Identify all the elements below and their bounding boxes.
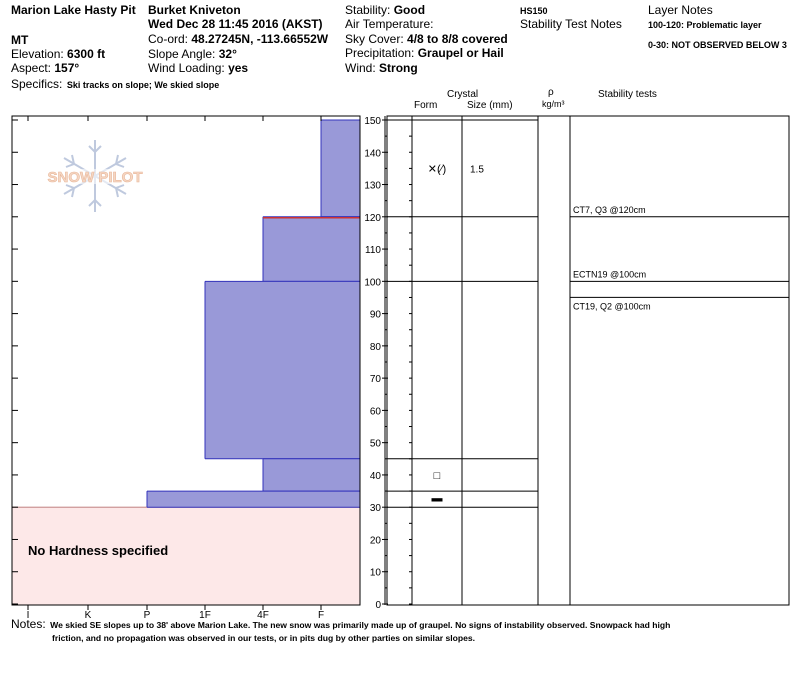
datetime: Wed Dec 28 11:45 2016 (AKST) [148,17,323,31]
elevation: Elevation: 6300 ft [11,48,105,60]
sky-label: Sky Cover: [345,32,404,46]
stability-test-label: CT7, Q3 @120cm [573,205,646,215]
crystal-form: ✕(⁄) [428,163,446,175]
stability-test-label: CT19, Q2 @100cm [573,301,651,311]
aspect: Aspect: 157° [11,62,79,74]
notes-label: Notes: [11,617,46,631]
hardness-tick-label: I [27,610,30,621]
depth-tick-label: 110 [365,245,381,256]
crystal-form: ▬ [432,493,443,505]
rho-header: ρ [548,87,554,98]
elevation-value: 6300 ft [67,47,106,61]
sky-value: 4/8 to 8/8 covered [407,32,508,46]
no-hardness-region [11,506,361,606]
stability-tests-header: Stability tests [598,89,657,100]
notes-line-1: We skied SE slopes up to 38' above Mario… [50,620,671,630]
notes: Notes: We skied SE slopes up to 38' abov… [11,616,670,632]
wind-label: Wind: [345,61,376,75]
aspect-label: Aspect: [11,61,52,75]
wind-value: Strong [379,61,418,75]
stability-label: Stability: [345,3,391,17]
depth-tick-label: 80 [370,342,382,353]
depth-tick-label: 100 [364,277,381,288]
site-name: Marion Lake Hasty Pit [11,3,136,17]
depth-tick-label: 50 [370,439,382,450]
form-header: Form [414,100,438,111]
wind: Wind: Strong [345,62,418,74]
depth-tick-label: 0 [375,600,381,611]
depth-tick-label: 40 [370,471,382,482]
slope-angle: Slope Angle: 32° [148,48,237,60]
specifics: Specifics: Ski tracks on slope; We skied… [11,76,219,92]
depth-tick-label: 90 [370,310,382,321]
hardness-tick-label: P [144,610,151,621]
no-hardness-label: No Hardness specified [28,543,169,558]
sky-cover: Sky Cover: 4/8 to 8/8 covered [345,33,508,45]
stability: Stability: Good [345,4,425,16]
depth-tick-label: 140 [364,148,381,159]
wind-loading: Wind Loading: yes [148,62,248,74]
depth-tick-label: 30 [370,503,382,514]
state: MT [11,33,29,47]
stability-test-label: ECTN19 @100cm [573,269,646,279]
observer: Burket Kniveton [148,3,241,17]
hardness-bar [321,119,360,217]
wind-loading-label: Wind Loading: [148,61,225,75]
depth-tick-label: 130 [364,181,381,192]
depth-tick-label: 10 [370,568,382,579]
stability-value: Good [393,3,426,17]
hardness-bar [147,491,360,508]
layer-notes-title: Layer Notes [648,3,713,17]
specifics-label: Specifics: [11,77,63,91]
rho-unit-header: kg/m³ [542,99,565,109]
coordinates: Co-ord: 48.27245N, -113.66552W [148,33,328,45]
depth-tick-label: 150 [364,116,381,127]
precipitation: Precipitation: Graupel or Hail [345,47,504,59]
hardness-tick-label: 4F [257,610,269,621]
hardness-bar [263,458,360,492]
depth-tick-label: 70 [370,374,382,385]
slope-value: 32° [218,47,237,61]
hardness-tick-label: K [85,610,92,621]
wind-loading-value: yes [228,61,249,75]
layer-note-2: 0-30: NOT OBSERVED BELOW 3 [648,40,787,50]
coord-value: 48.27245N, -113.66552W [191,32,329,46]
hardness-chart-frame [11,115,361,606]
notes-line-2: friction, and no propagation was observe… [52,633,476,643]
coord-label: Co-ord: [148,32,189,46]
crystal-header: Crystal [447,89,479,100]
depth-tick-label: 60 [370,406,382,417]
hs-value: HS150 [520,6,548,16]
air-temperature-label: Air Temperature: [345,17,434,31]
elevation-label: Elevation: [11,47,64,61]
specifics-value: Ski tracks on slope; We skied slope [66,80,220,90]
precip-label: Precipitation: [345,46,415,60]
precip-value: Graupel or Hail [417,46,504,60]
depth-tick-label: 120 [364,213,381,224]
hardness-tick-label: F [318,610,324,621]
slope-label: Slope Angle: [148,47,216,61]
layer-note-1: 100-120: Problematic layer [648,20,762,30]
crystal-form: □ [434,470,441,482]
aspect-value: 157° [54,61,80,75]
hardness-bar [263,216,360,282]
hardness-tick-label: 1F [199,610,211,621]
stability-test-notes-title: Stability Test Notes [520,17,622,31]
crystal-size: 1.5 [470,164,484,175]
crystal-table-frame [386,115,790,606]
size-header: Size (mm) [467,100,513,111]
depth-tick-label: 20 [370,535,382,546]
hardness-bar [205,281,360,459]
